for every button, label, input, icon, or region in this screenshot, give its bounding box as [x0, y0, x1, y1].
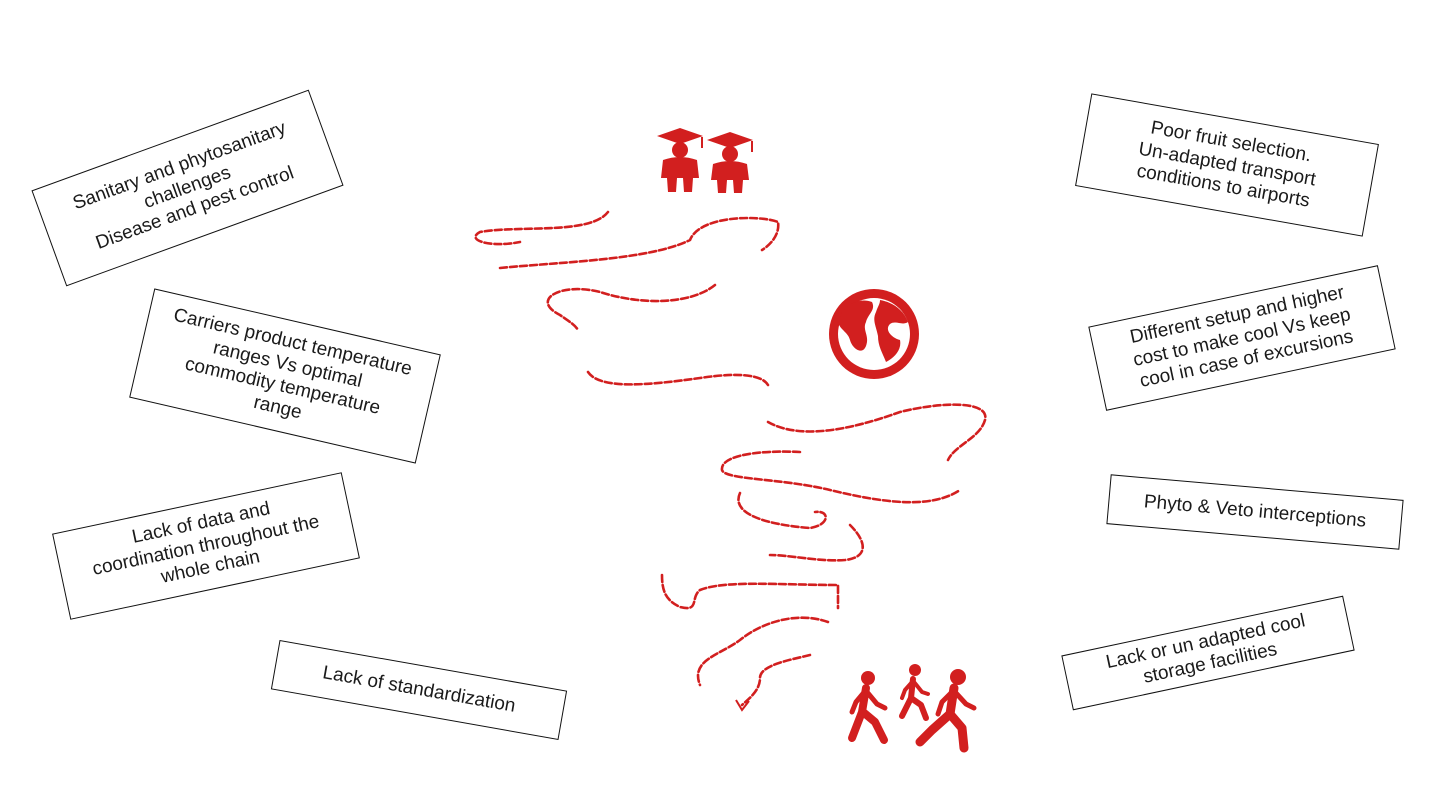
wavy-path-segment — [768, 523, 864, 562]
box-poor-fruit-selection-text: Poor fruit selection. Un-adapted transpo… — [1135, 117, 1318, 212]
wavy-path-segment — [720, 450, 962, 504]
wavy-path-segment — [474, 210, 610, 246]
wavy-path-segment — [498, 216, 780, 270]
wavy-path-segment — [737, 491, 827, 530]
wavy-path-segment — [696, 616, 830, 687]
wavy-path-segment — [586, 370, 770, 387]
wavy-path-segment — [740, 653, 812, 707]
wavy-path-segment — [546, 283, 717, 332]
wavy-path-segment — [660, 573, 840, 610]
arrow-head — [735, 699, 750, 712]
wavy-path-segment — [766, 403, 987, 462]
box-phyto-veto-text: Phyto & Veto interceptions — [1143, 491, 1367, 532]
